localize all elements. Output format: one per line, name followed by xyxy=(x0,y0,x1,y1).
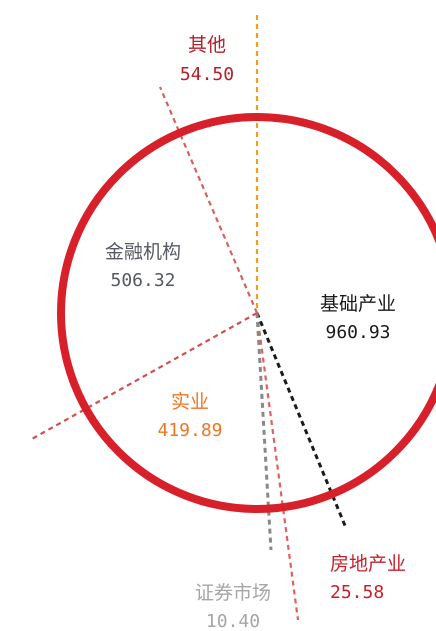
slice-value-jinrong: 506.32 xyxy=(110,270,175,291)
slice-label-qita: 其他 xyxy=(188,34,226,56)
slice-value-qita: 54.50 xyxy=(180,64,234,85)
slice-label-fangdi: 房地产业 xyxy=(330,553,406,575)
divider-jinrong-qita xyxy=(158,86,259,314)
divider-zhengquan-shiye xyxy=(255,312,273,551)
slice-value-zhengquan: 10.40 xyxy=(206,611,260,631)
divider-shiye-jinrong xyxy=(29,312,258,441)
slice-value-jichu: 960.93 xyxy=(325,322,390,343)
slice-label-jinrong: 金融机构 xyxy=(105,241,181,263)
slice-label-jichu: 基础产业 xyxy=(320,293,396,315)
slice-value-fangdi: 25.58 xyxy=(330,582,384,603)
slice-label-shiye: 实业 xyxy=(171,391,209,413)
slice-value-shiye: 419.89 xyxy=(157,420,222,441)
pie-outline-ring xyxy=(57,113,436,513)
slice-dividers xyxy=(29,15,348,621)
slice-label-zhengquan: 证券市场 xyxy=(195,582,271,604)
divider-fangdi-zhengquan xyxy=(255,312,300,621)
